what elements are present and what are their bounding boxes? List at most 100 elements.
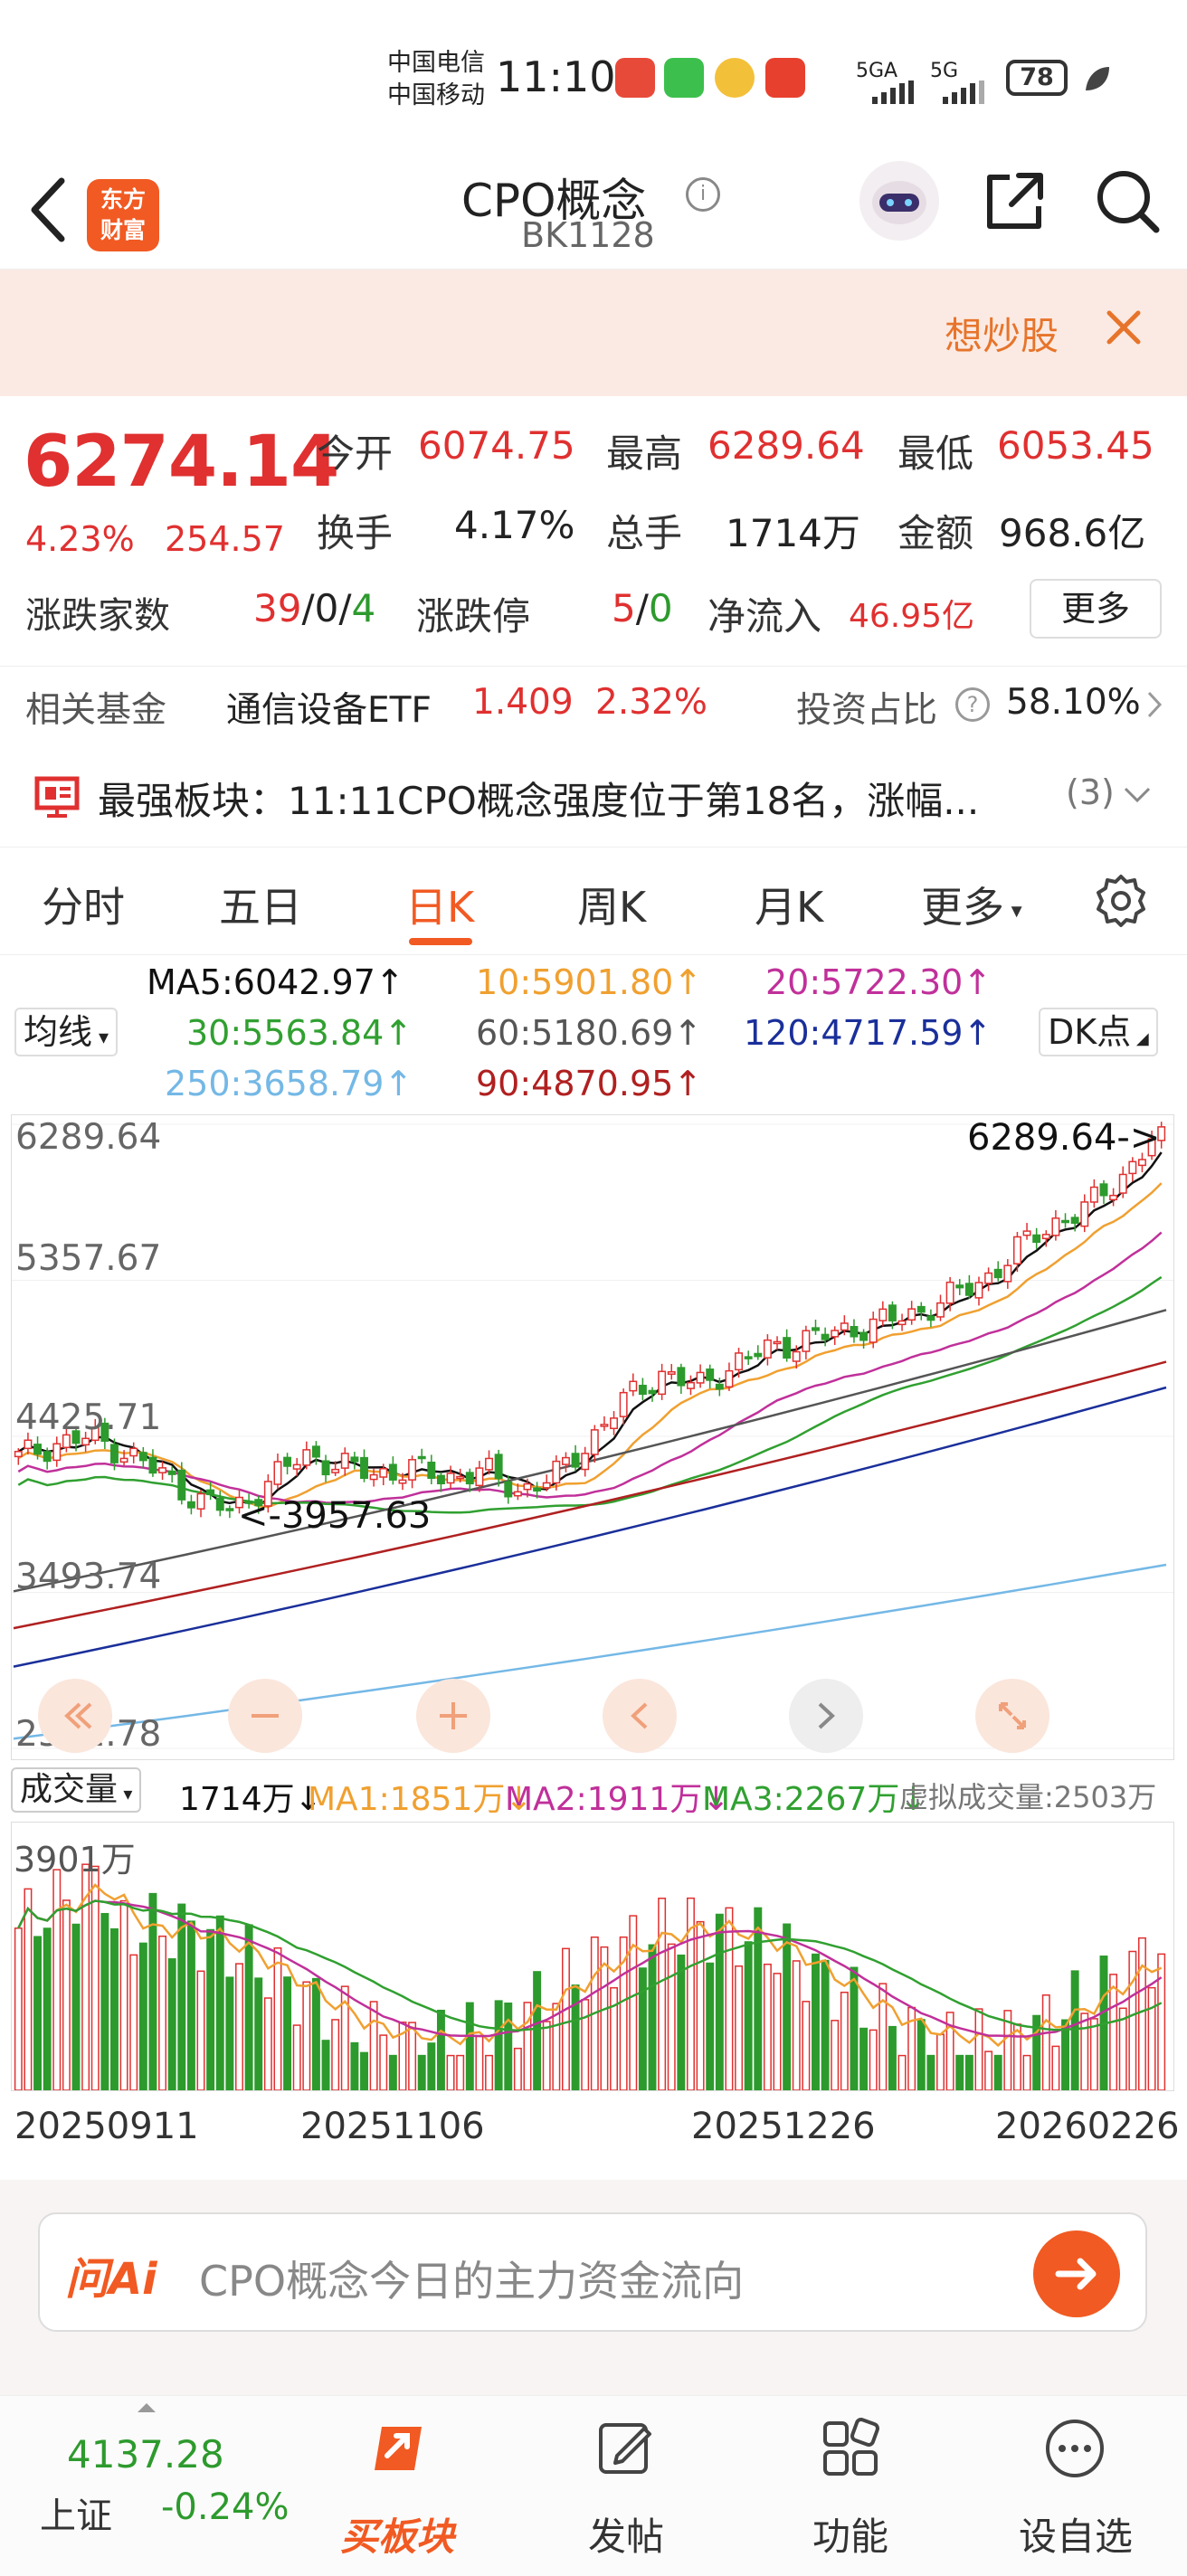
help-icon[interactable]: ?	[955, 687, 990, 722]
nav-buy-sector-label: 买板块	[340, 2514, 455, 2559]
candle-74	[725, 1362, 734, 1391]
index-name: 上证	[40, 2496, 112, 2537]
status-bar: 中国电信 中国移动 11:10 5GA 5G 78	[0, 0, 1187, 154]
volume-bar-70	[687, 1897, 695, 2090]
candle-103	[1003, 1258, 1012, 1289]
volume-bar-114	[1109, 1974, 1118, 2090]
volume-bar-96	[936, 2033, 945, 2090]
zoom-out-button[interactable]	[228, 1679, 302, 1753]
up-count: 39	[253, 586, 302, 630]
candle-19	[196, 1489, 205, 1518]
candle-44	[436, 1472, 445, 1492]
candle-1	[24, 1432, 33, 1455]
candle-15	[158, 1461, 167, 1481]
kline-svg	[12, 1122, 1173, 1749]
network-5g-label: 5G	[930, 60, 959, 82]
limit-label: 涨跌停	[416, 594, 531, 639]
volume-toggle[interactable]: 成交量 ▾	[11, 1767, 142, 1813]
close-icon[interactable]	[1102, 306, 1145, 349]
tab-five-day[interactable]: 五日	[219, 883, 302, 932]
ma250-line	[13, 1563, 1167, 1740]
volume-bar-92	[897, 2054, 907, 2090]
kline-chart[interactable]: 6289.64 5357.67 4425.71 3493.74 2561.78 …	[11, 1114, 1174, 1760]
candle-101	[984, 1267, 993, 1292]
plus-icon	[440, 1702, 467, 1729]
candle-108	[1051, 1209, 1060, 1241]
candle-116	[1128, 1157, 1137, 1182]
sector-code: BK1128	[521, 215, 655, 255]
candle-32	[321, 1454, 330, 1482]
app-logo[interactable]: 东方 财富	[87, 179, 159, 251]
candle-77	[754, 1345, 763, 1360]
volume-bar-28	[283, 1976, 292, 2090]
scroll-left-button[interactable]	[603, 1679, 677, 1753]
candle-63	[619, 1388, 628, 1425]
dk-point-toggle[interactable]: DK点 ◢	[1039, 1008, 1158, 1056]
gear-icon[interactable]	[1093, 873, 1149, 929]
logo-line-2: 财富	[100, 217, 146, 243]
candle-69	[677, 1363, 686, 1395]
fullscreen-button[interactable]	[975, 1679, 1049, 1753]
tab-monthly-k[interactable]: 月K	[755, 883, 824, 932]
volume-bar-99	[964, 2054, 973, 2090]
candle-95	[926, 1309, 935, 1328]
low-value: 6053.45	[997, 423, 1154, 468]
search-icon[interactable]	[1091, 165, 1163, 237]
ma-toggle[interactable]: 均线 ▾	[14, 1008, 119, 1056]
volume-bar-110	[1070, 1970, 1079, 2090]
ai-assistant-avatar[interactable]	[859, 161, 939, 241]
candle-88	[859, 1329, 869, 1350]
volume-bars	[14, 1863, 1166, 2090]
fund-name[interactable]: 通信设备ETF	[226, 690, 432, 731]
scroll-left-fast-button[interactable]	[38, 1679, 112, 1753]
index-value[interactable]: 4137.28	[67, 2432, 224, 2477]
app-notification-icon	[615, 58, 655, 98]
candle-62	[610, 1411, 619, 1435]
low-label: 最低	[897, 431, 974, 476]
tab-more[interactable]: 更多 ▾	[921, 883, 1022, 932]
related-fund-row[interactable]: 相关基金 通信设备ETF 1.409 2.32% 投资占比 ? 58.10%	[0, 668, 1187, 742]
promo-banner[interactable]: 想炒股	[0, 270, 1187, 396]
period-tabs: 分时 五日 日K 周K 月K 更多 ▾	[0, 847, 1187, 955]
volume-bar-64	[629, 1915, 638, 2090]
news-ticker[interactable]: 最强板块：11:11CPO概念强度位于第18名，涨幅... (3)	[0, 751, 1187, 839]
top-nav: 东方 财富 CPO概念 i BK1128	[0, 154, 1187, 270]
share-icon[interactable]	[979, 165, 1051, 237]
candle-94	[916, 1302, 926, 1321]
candle-50	[494, 1449, 503, 1487]
scroll-right-button[interactable]	[789, 1679, 863, 1753]
info-icon[interactable]: i	[686, 177, 720, 212]
candle-36	[360, 1449, 368, 1482]
ask-submit-button[interactable]	[1033, 2230, 1120, 2317]
candle-47	[465, 1468, 474, 1492]
candle-89	[869, 1312, 878, 1349]
volume-chart[interactable]: 3901万	[11, 1822, 1174, 2091]
zoom-in-button[interactable]	[416, 1679, 490, 1753]
expand-icon	[999, 1702, 1026, 1729]
volume-bar-94	[916, 2019, 926, 2090]
banner-label[interactable]: 想炒股	[945, 314, 1059, 358]
volume-bar-63	[619, 1936, 628, 2090]
nav-functions-label: 功能	[812, 2514, 889, 2559]
y-tick-top: 6289.64	[15, 1117, 162, 1158]
signal-icon	[872, 80, 914, 104]
candle-90	[878, 1301, 888, 1327]
more-button[interactable]: 更多	[1030, 579, 1162, 639]
chevron-down-icon[interactable]	[1122, 785, 1153, 805]
back-arrow-icon[interactable]	[25, 174, 72, 246]
candle-13	[138, 1446, 147, 1469]
volume-bar-78	[763, 1963, 772, 2090]
volume-bar-97	[945, 2012, 954, 2090]
ask-ai-prompt[interactable]: CPO概念今日的主力资金流向	[199, 2257, 745, 2306]
max-price-marker: 6289.64->	[967, 1117, 1161, 1159]
tab-weekly-k[interactable]: 周K	[577, 883, 647, 932]
volume-ma2-line	[17, 1899, 1163, 2038]
news-text[interactable]: 最强板块：11:11CPO概念强度位于第18名，涨幅...	[98, 779, 980, 823]
tab-daily-k[interactable]: 日K	[405, 883, 475, 932]
ma5-line	[17, 1151, 1163, 1507]
tab-intraday[interactable]: 分时	[42, 883, 125, 932]
candle-52	[513, 1483, 522, 1501]
candle-46	[456, 1468, 465, 1482]
ask-ai-bar[interactable]: 问Ai CPO概念今日的主力资金流向	[38, 2212, 1147, 2332]
limit-up-count: 5	[612, 586, 636, 630]
